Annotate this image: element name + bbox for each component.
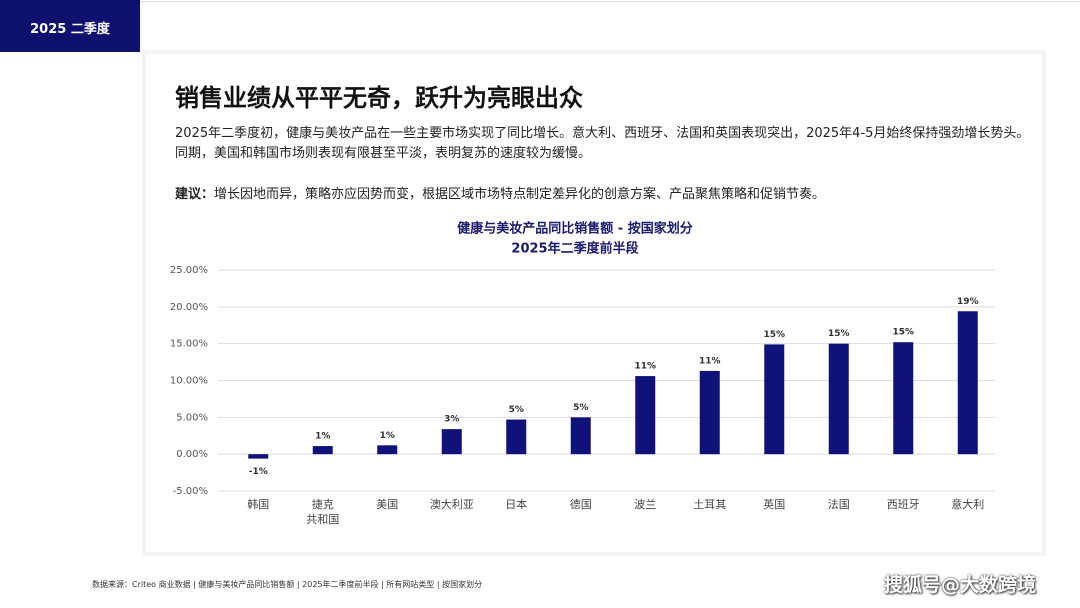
y-tick-label: 5.00%: [176, 412, 208, 423]
source: 数据来源：Criteo 商业数据 | 健康与美妆产品同比销售额 | 2025年二…: [92, 580, 483, 589]
y-tick-label: 20.00%: [170, 302, 208, 313]
value-label: 3%: [444, 415, 459, 425]
x-tick-label: 法国: [827, 498, 850, 511]
tag-box: [0, 0, 140, 52]
y-tick-label: 25.00%: [170, 265, 208, 276]
value-label: -1%: [249, 467, 268, 477]
bar: [312, 446, 333, 455]
bar: [893, 342, 914, 455]
watermark: 搜狐号@大数跨境: [884, 574, 1037, 596]
bar: [764, 344, 785, 455]
x-tick-label: 澳大利亚: [429, 498, 474, 511]
chart-title: 健康与美妆产品同比销售额 - 按国家划分: [457, 221, 692, 237]
y-tick-label: -5.00%: [173, 486, 208, 497]
chart-subtitle: 2025年二季度前半段: [511, 241, 638, 257]
bar: [248, 454, 269, 459]
tag: 2025 二季度: [30, 22, 110, 37]
value-label: 11%: [699, 356, 721, 366]
bar: [635, 376, 656, 455]
x-tick-label: 德国: [569, 498, 592, 511]
title: 销售业绩从平平无奇，跃升为亮眼出众: [175, 84, 583, 112]
value-label: 15%: [828, 329, 850, 339]
value-label: 19%: [957, 297, 979, 307]
bar: [699, 370, 720, 455]
bar: [506, 419, 527, 455]
top-rule: [140, 1, 1080, 2]
value-label: 15%: [892, 328, 914, 338]
bar: [828, 343, 849, 455]
frame: [142, 50, 1046, 556]
advice: 增长因地而异，策略亦应因势而变，根据区域市场特点制定差异化的创意方案、产品聚焦策…: [214, 187, 826, 202]
y-tick-label: 15.00%: [170, 339, 208, 350]
paragraph: 2025年二季度初，健康与美妆产品在一些主要市场实现了同比增长。意大利、西班牙、…: [175, 126, 1030, 161]
value-label: 11%: [634, 362, 656, 372]
x-tick-label: 韩国: [247, 498, 270, 511]
bar: [570, 417, 591, 455]
advice-label: 建议：: [175, 187, 215, 202]
value-label: 1%: [380, 431, 395, 441]
x-tick-label: 英国: [763, 498, 786, 511]
x-tick-label: 意大利: [951, 498, 985, 511]
x-tick-label: 西班牙: [886, 498, 920, 511]
bar: [377, 445, 398, 455]
value-label: 5%: [573, 403, 588, 413]
advice-line: 建议：增长因地而异，策略亦应因势而变，根据区域市场特点制定差异化的创意方案、产品…: [175, 183, 825, 202]
x-tick-label: 土耳其: [693, 498, 727, 511]
x-tick-label: 美国: [376, 498, 399, 511]
x-tick-label: 波兰: [634, 498, 657, 511]
value-label: 5%: [509, 405, 524, 415]
y-tick-label: 10.00%: [170, 376, 208, 387]
x-tick-label: 捷克 共和国: [306, 498, 340, 526]
x-tick-label: 日本: [505, 498, 528, 511]
bar: [441, 429, 462, 455]
value-label: 15%: [763, 330, 785, 340]
bar: [957, 311, 978, 455]
y-tick-label: 0.00%: [176, 449, 208, 460]
value-label: 1%: [315, 432, 330, 442]
